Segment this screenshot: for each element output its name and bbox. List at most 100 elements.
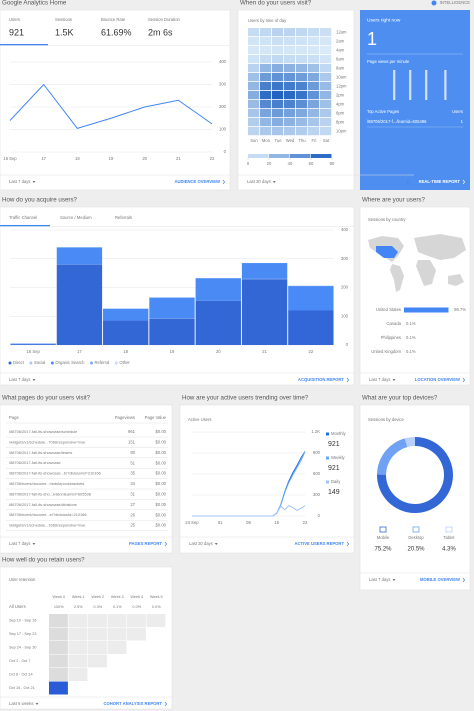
date-range[interactable]: Last 6 weeks xyxy=(9,701,33,706)
report-link[interactable]: COHORT ANALYSIS REPORT xyxy=(103,701,162,706)
dropdown-icon xyxy=(392,379,396,381)
pageviews: 34 xyxy=(130,481,135,486)
bar-segment xyxy=(10,344,56,345)
card-title: What pages do your users visit? xyxy=(2,395,91,402)
date-range[interactable]: Last 7 days xyxy=(369,377,390,382)
heatmap-cell xyxy=(272,73,284,82)
bar-segment xyxy=(56,264,103,345)
date-range[interactable]: Last 30 days xyxy=(247,179,271,184)
date-range[interactable]: Last 7 days xyxy=(9,541,30,546)
device-share: 20.5% xyxy=(407,547,425,553)
heatmap-cell xyxy=(248,64,260,73)
report-link[interactable]: AUDIENCE OVERVIEW xyxy=(174,179,220,184)
intelligence-label[interactable]: INTELLIGENCE xyxy=(440,0,470,5)
metric-label[interactable]: Bounce Rate xyxy=(101,17,126,22)
page-path[interactable]: /88706/2017-fall-its-showcase/schedule xyxy=(9,429,77,434)
page-path[interactable]: /widgets/v1/schedule...166&responsive=tr… xyxy=(9,523,85,528)
y-tick-label: 900 xyxy=(313,450,321,455)
heatmap-cell xyxy=(296,100,308,109)
retention-cell xyxy=(49,654,68,668)
page-path[interactable]: /widgets/v1/schedule...706&responsive=tr… xyxy=(9,439,85,444)
legend-label: Organic Search xyxy=(55,360,85,365)
heatmap-cell xyxy=(308,55,320,64)
heatmap-cell xyxy=(272,55,284,64)
page-path[interactable]: /88706/2017-fall-its-showcase/teams xyxy=(9,450,72,455)
date-range[interactable]: Last 7 days xyxy=(9,377,30,382)
page-path[interactable]: /88706/2017-fall-its-sho...ivisionteamId… xyxy=(9,491,91,496)
hour-label: 10am xyxy=(336,75,347,80)
heatmap-cell xyxy=(284,28,296,37)
home-card xyxy=(0,9,231,191)
y-tick-label: 0 xyxy=(224,149,227,154)
active-page[interactable]: /88706/2017-f.../learnid=605496 xyxy=(367,119,427,124)
week-label: Week 5 xyxy=(150,595,163,599)
hour-label: 6am xyxy=(336,57,345,62)
chevron-icon xyxy=(164,701,168,707)
scale-swatch xyxy=(248,154,269,158)
date-range[interactable]: Last 7 days xyxy=(9,179,30,184)
tab[interactable]: Source / Medium xyxy=(60,215,92,220)
retention-cell xyxy=(107,641,127,654)
device-icon xyxy=(412,526,420,533)
retention-cell xyxy=(88,654,107,668)
dropdown-icon xyxy=(32,181,36,183)
metric-value[interactable]: 921 xyxy=(9,27,24,37)
page-path[interactable]: /88706/2017-fall-its-showcase...b/?divis… xyxy=(9,471,101,476)
metric-label[interactable]: Session Duration xyxy=(148,17,181,22)
day-label: Mon xyxy=(262,138,271,143)
report-link[interactable]: REAL-TIME REPORT xyxy=(419,179,461,184)
report-link[interactable]: ACQUISITION REPORT xyxy=(298,377,345,382)
day-label: Sat xyxy=(323,138,330,143)
report-link[interactable]: MOBILE OVERVIEW xyxy=(420,577,460,582)
table-header: Page Value xyxy=(145,415,167,420)
intelligence-icon[interactable] xyxy=(431,0,437,6)
cohort-label: Sep 24 - Sep 30 xyxy=(9,646,36,650)
cohort-label: Oct 15 - Oct 21 xyxy=(9,686,35,690)
metric-value[interactable]: 61.69% xyxy=(101,27,132,37)
retention-cell xyxy=(68,641,88,654)
heatmap-cell xyxy=(260,82,272,91)
metric-label[interactable]: Users xyxy=(9,17,20,22)
metric-label[interactable]: Sessions xyxy=(55,17,72,22)
page-path[interactable]: /88706/event/docume...hedulepockbrackets xyxy=(9,481,84,486)
x-tick-label: 01 xyxy=(218,520,223,525)
metric-value[interactable]: 1.5K xyxy=(55,27,74,37)
heatmap-cell xyxy=(272,37,284,46)
heatmap-cell xyxy=(320,46,332,55)
y-tick-label: 300 xyxy=(341,256,349,261)
pageviews: 31 xyxy=(130,492,135,497)
heatmap-cell xyxy=(272,100,284,109)
x-tick-label: 16 Sep xyxy=(3,156,17,161)
heatmap-cell xyxy=(284,109,296,118)
chevron-icon xyxy=(462,577,466,583)
scale-label: 60 xyxy=(309,161,314,166)
heatmap-cell xyxy=(308,109,320,118)
heatmap-cell xyxy=(260,109,272,118)
legend-swatch xyxy=(114,361,118,365)
week-label: Week 1 xyxy=(72,595,85,599)
report-link[interactable]: LOCATION OVERVIEW xyxy=(415,377,460,382)
tab[interactable]: Referrals xyxy=(115,215,132,220)
page-path[interactable]: /88706/2017-fall-its-showcase xyxy=(9,460,61,465)
heatmap-cell xyxy=(308,37,320,46)
hour-label: 12pm xyxy=(336,84,347,89)
date-range[interactable]: Last 7 days xyxy=(369,577,390,582)
heatmap-cell xyxy=(308,46,320,55)
x-tick-label: 22 xyxy=(309,349,314,354)
realtime-title: Users right now xyxy=(367,17,401,23)
heatmap-cell xyxy=(284,127,296,136)
page-path[interactable]: /88706/2017-fall-its-showcase/divisions xyxy=(9,502,77,507)
date-range[interactable]: Last 30 days xyxy=(189,541,213,546)
report-link[interactable]: PAGES REPORT xyxy=(129,541,162,546)
tab[interactable]: Traffic Channel xyxy=(9,215,37,220)
country-bar xyxy=(404,307,449,313)
y-tick-label: 100 xyxy=(219,127,227,132)
country-name: United States xyxy=(376,307,401,312)
scale-swatch xyxy=(290,154,311,158)
active-users: 1 xyxy=(461,119,464,124)
page-value: $0.00 xyxy=(156,492,167,497)
page-path[interactable]: /88706/event/docume...e/?divisionId=2101… xyxy=(9,512,87,517)
metric-value[interactable]: 2m 6s xyxy=(148,27,173,37)
report-link[interactable]: ACTIVE USERS REPORT xyxy=(294,541,344,546)
day-label: Thu xyxy=(298,138,306,143)
